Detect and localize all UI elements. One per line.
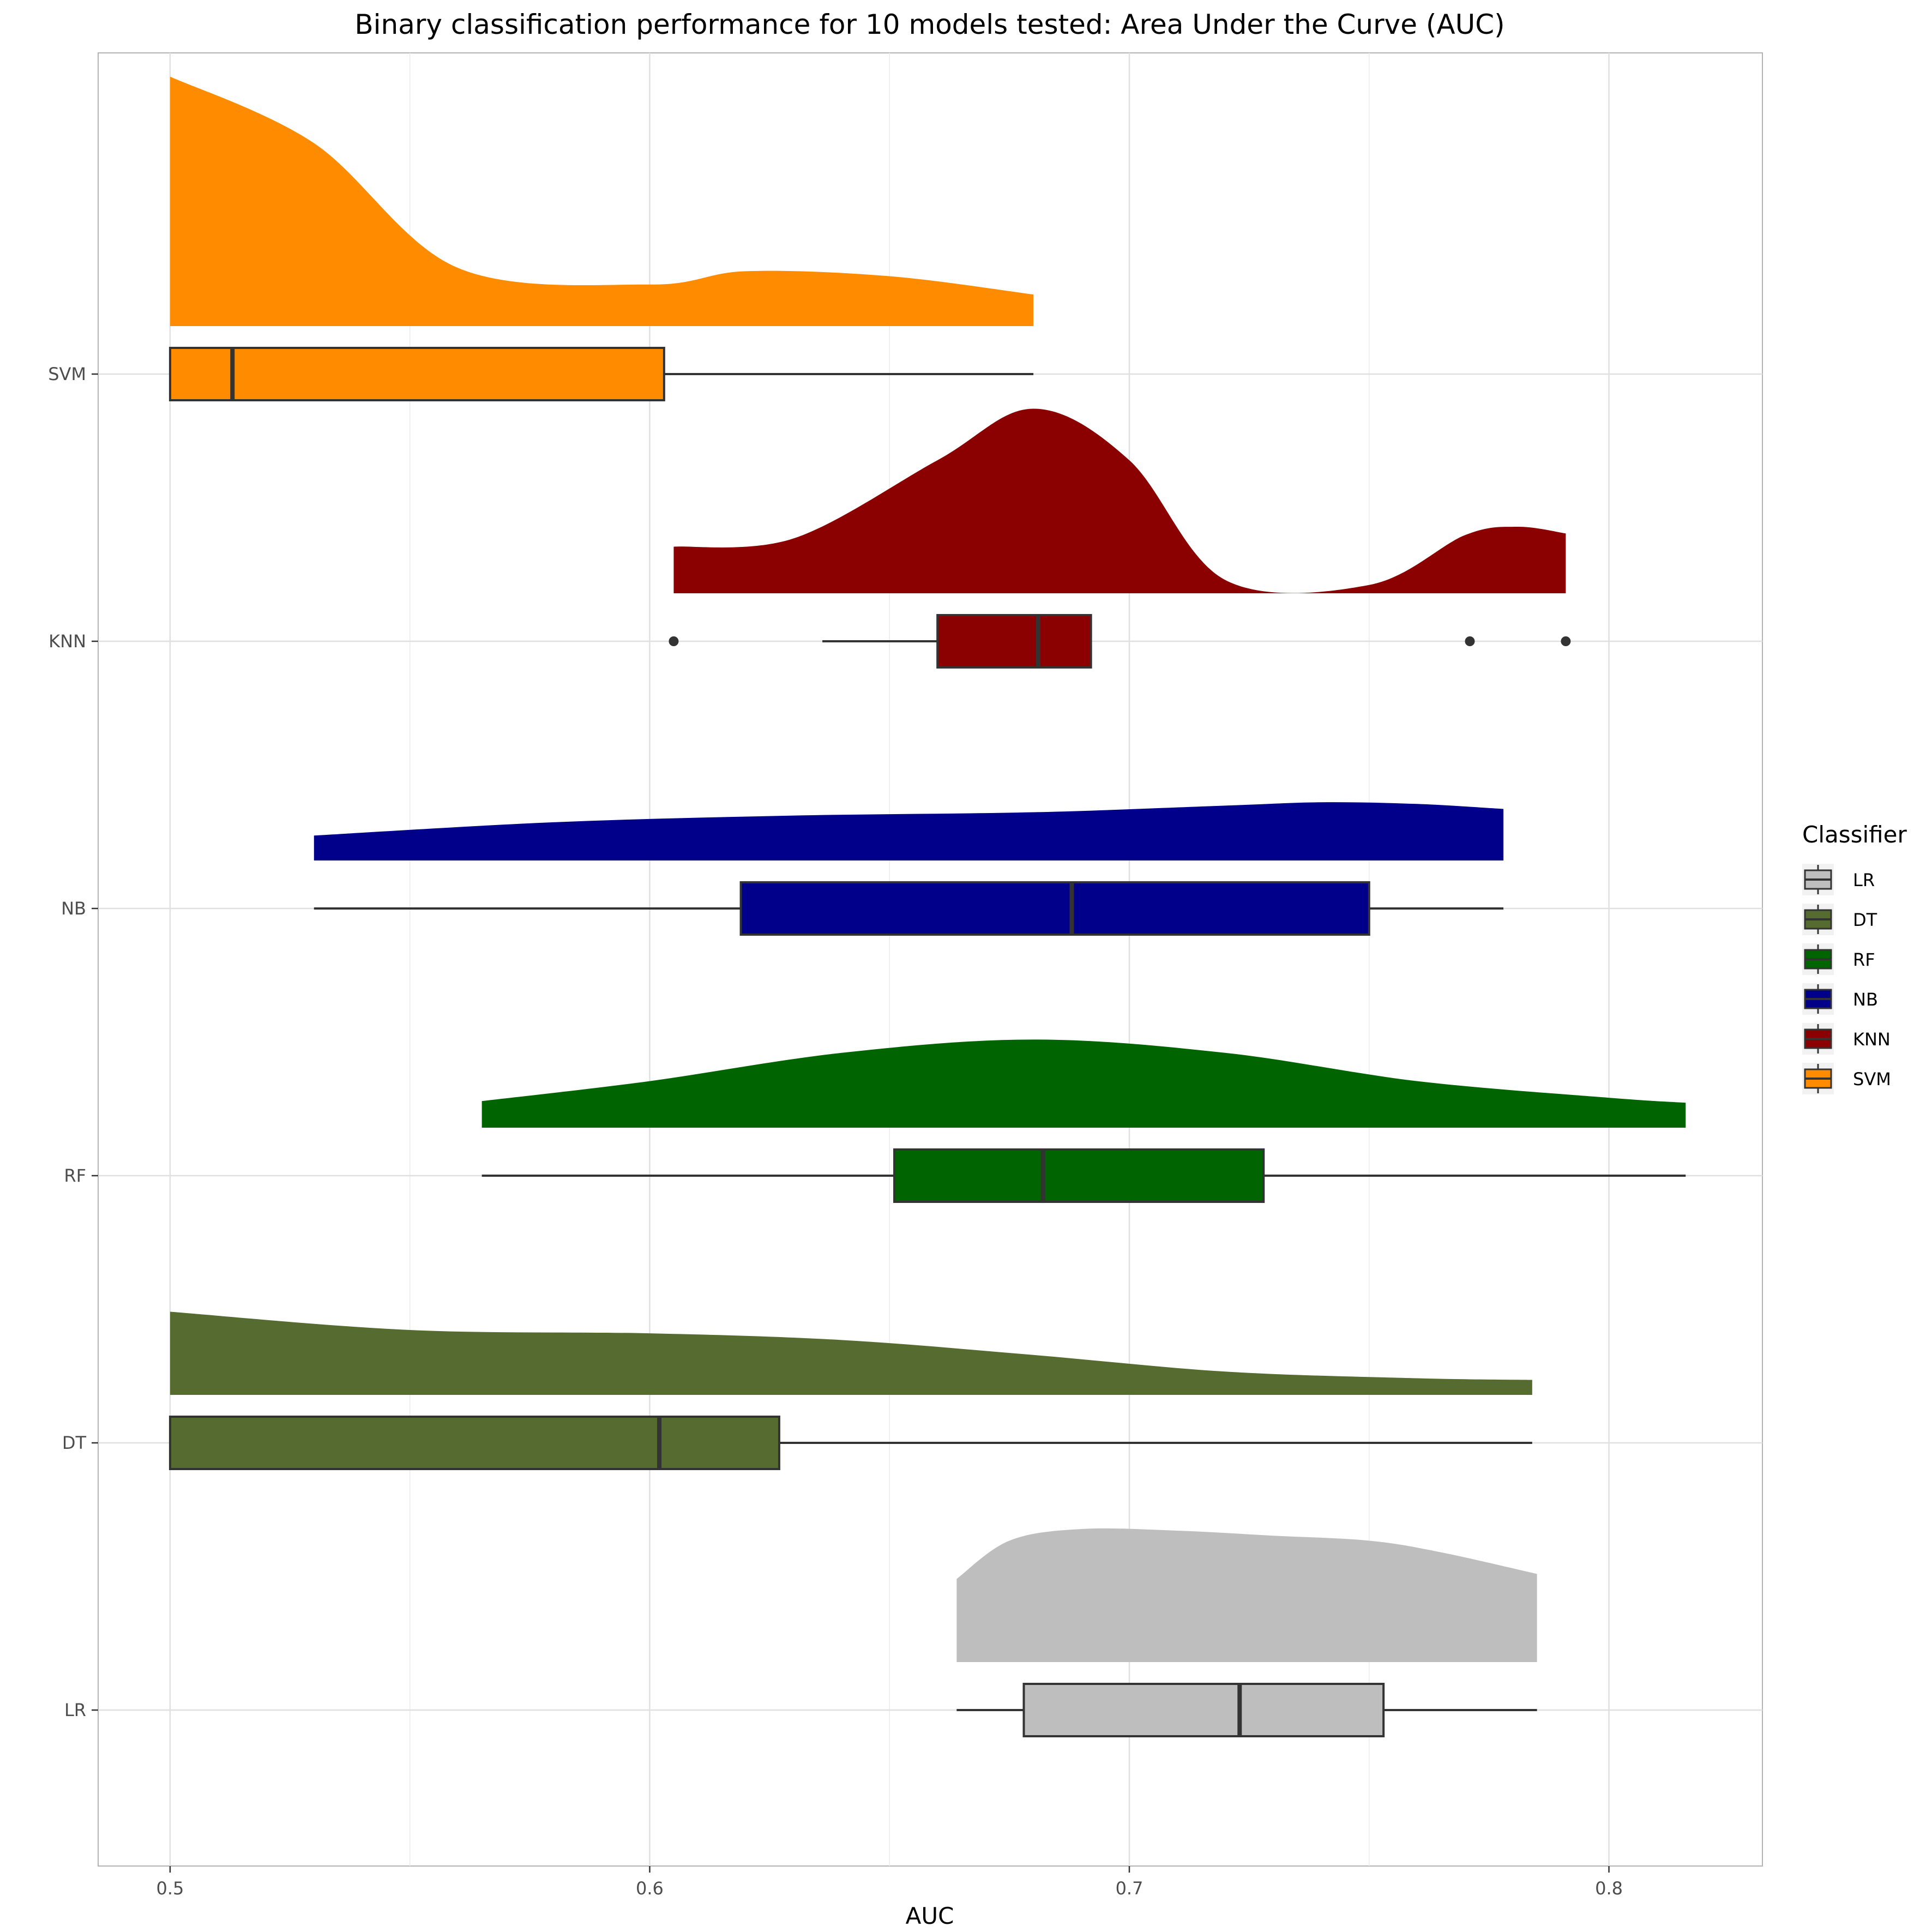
y-tick-label-nb: NB: [61, 898, 86, 919]
boxplots: [168, 347, 1686, 1737]
y-tick-label-svm: SVM: [48, 364, 86, 384]
outlier-knn: [1465, 636, 1475, 646]
x-tick-label: 0.5: [156, 1878, 184, 1899]
x-tick-label: 0.6: [636, 1878, 664, 1899]
legend-item-knn: KNN: [1802, 1023, 1891, 1055]
legend-item-svm: SVM: [1802, 1063, 1891, 1094]
x-tick-label: 0.8: [1595, 1878, 1623, 1899]
box-lr: [1022, 1683, 1385, 1737]
y-axis: LR DT RF NB KNN SVM: [48, 364, 98, 1720]
y-tick-label-knn: KNN: [49, 631, 86, 652]
box-nb: [739, 881, 1370, 936]
legend-label-svm: SVM: [1853, 1069, 1891, 1090]
legend-title: Classifier: [1802, 821, 1907, 848]
legend-item-dt: DT: [1802, 904, 1877, 935]
chart-title: Binary classification performance for 10…: [354, 9, 1504, 40]
x-tick-label: 0.7: [1116, 1878, 1143, 1899]
y-tick-label-lr: LR: [64, 1700, 86, 1720]
x-axis: 0.5 0.6 0.7 0.8: [156, 1866, 1623, 1899]
density-svm: [170, 76, 1034, 326]
box-knn: [936, 614, 1092, 669]
legend-item-lr: LR: [1802, 864, 1875, 895]
legend: Classifier LR DT RF NB KNN SVM: [1802, 821, 1907, 1094]
x-axis-title: AUC: [906, 1903, 954, 1929]
legend-item-nb: NB: [1802, 983, 1878, 1015]
box-svm: [168, 347, 665, 401]
y-tick-label-rf: RF: [64, 1165, 86, 1186]
box-dt: [168, 1416, 780, 1470]
legend-label-dt: DT: [1853, 910, 1877, 930]
density-rf: [482, 1039, 1686, 1128]
legend-label-nb: NB: [1853, 989, 1878, 1010]
y-tick-label-dt: DT: [62, 1433, 87, 1453]
legend-label-rf: RF: [1853, 949, 1875, 970]
legend-label-knn: KNN: [1853, 1029, 1891, 1050]
density-nb: [314, 802, 1504, 860]
legend-item-rf: RF: [1802, 943, 1875, 975]
box-rf: [893, 1148, 1265, 1203]
legend-label-lr: LR: [1853, 870, 1875, 890]
outlier-knn: [669, 636, 679, 646]
density-lr: [956, 1528, 1537, 1662]
outlier-knn: [1561, 636, 1571, 646]
density-clouds: [170, 76, 1686, 1662]
density-dt: [170, 1311, 1532, 1395]
density-knn: [673, 408, 1566, 593]
